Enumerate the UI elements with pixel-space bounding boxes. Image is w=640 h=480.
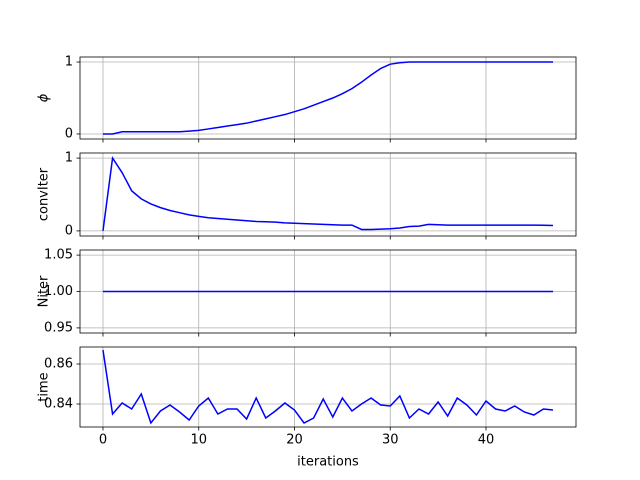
axes-frame xyxy=(79,346,577,428)
x-tick-label: 30 xyxy=(382,433,399,448)
y-tick-label: 1.00 xyxy=(44,284,73,299)
axes-frame xyxy=(79,152,577,237)
axes-frame xyxy=(79,56,577,140)
y-tick-label: 1 xyxy=(65,55,73,70)
y-axis-label: ϕ xyxy=(37,93,52,102)
y-tick-label: 0.84 xyxy=(44,397,73,412)
series-line xyxy=(102,61,554,135)
x-tick-label: 0 xyxy=(99,433,107,448)
y-axis-label: Niter xyxy=(37,275,52,307)
y-axis-label: convIter xyxy=(37,167,52,221)
x-tick-label: 40 xyxy=(478,433,495,448)
y-tick-label: 1.05 xyxy=(44,248,73,263)
x-tick-label: 20 xyxy=(286,433,303,448)
series-line xyxy=(102,349,554,425)
y-tick-label: 1 xyxy=(65,151,73,166)
y-tick-label: 0 xyxy=(65,126,73,141)
y-tick-label: 0.86 xyxy=(44,357,73,372)
series-line xyxy=(102,155,554,232)
axes-frame xyxy=(79,249,577,334)
y-axis-label: time xyxy=(37,372,52,401)
y-tick-label: 0.95 xyxy=(44,320,73,335)
x-axis-label: iterations xyxy=(297,455,359,470)
y-tick-label: 0 xyxy=(65,223,73,238)
x-tick-label: 10 xyxy=(190,433,207,448)
